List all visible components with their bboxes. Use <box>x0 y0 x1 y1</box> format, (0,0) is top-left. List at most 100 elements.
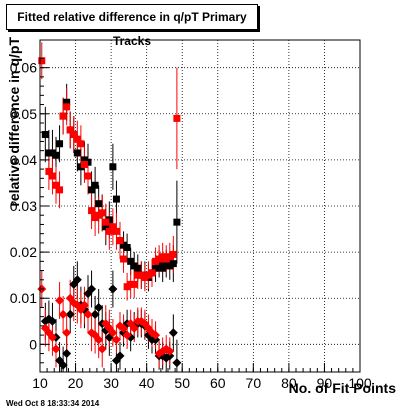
square-marker <box>162 260 170 268</box>
square-marker <box>80 161 88 168</box>
square-marker <box>120 241 128 249</box>
diamond-marker <box>97 344 107 354</box>
square-marker <box>112 227 120 235</box>
square-marker <box>88 207 96 215</box>
x-tick-label: 30 <box>103 375 119 391</box>
y-tick-label: 0.05 <box>10 106 37 122</box>
square-marker <box>120 255 128 263</box>
diamond-marker <box>115 351 125 361</box>
square-marker <box>109 163 117 171</box>
square-marker <box>116 237 124 245</box>
diamond-marker <box>108 328 118 338</box>
square-marker <box>73 149 81 157</box>
square-marker <box>130 262 138 270</box>
square-marker <box>166 253 174 261</box>
square-marker <box>63 98 71 106</box>
square-marker <box>152 257 160 265</box>
square-marker <box>173 114 181 122</box>
diamond-marker <box>94 335 104 345</box>
square-marker <box>91 181 99 189</box>
diamond-marker <box>79 300 89 310</box>
diamond-marker <box>47 316 57 326</box>
square-marker <box>155 255 163 263</box>
square-marker <box>127 257 135 265</box>
square-marker <box>98 209 106 217</box>
square-marker <box>134 264 142 272</box>
diamond-marker <box>122 330 132 340</box>
square-marker <box>102 223 110 231</box>
diamond-marker <box>90 309 100 319</box>
diamond-marker <box>168 328 178 338</box>
diamond-marker <box>129 323 139 333</box>
timestamp: Wed Oct 8 18:33:34 2014 <box>6 399 100 408</box>
diamond-marker <box>87 284 97 294</box>
square-marker <box>59 112 67 120</box>
diamond-marker <box>65 309 75 319</box>
diamond-marker <box>58 309 68 319</box>
x-tick-label: 70 <box>246 375 262 391</box>
x-axis-label: No. of Fit Points <box>289 380 397 396</box>
y-tick-label: 0.03 <box>10 198 37 214</box>
x-tick-label: 100 <box>348 375 372 391</box>
diamond-marker <box>165 346 175 356</box>
x-tick-label: 20 <box>68 375 84 391</box>
axis-ticks <box>39 57 361 372</box>
square-marker <box>155 260 163 268</box>
y-tick-label: 0.06 <box>10 60 37 76</box>
diamond-marker <box>165 351 175 361</box>
square-marker <box>123 244 131 251</box>
square-marker <box>102 218 110 226</box>
square-marker <box>38 57 46 65</box>
x-tick-label: 90 <box>317 375 333 391</box>
square-marker <box>105 227 113 235</box>
square-marker <box>130 280 138 288</box>
square-marker <box>77 163 85 171</box>
square-marker <box>56 186 64 194</box>
diamond-marker <box>51 344 61 354</box>
square-marker <box>95 211 103 219</box>
square-marker <box>137 271 145 279</box>
square-marker <box>123 283 131 291</box>
square-marker <box>95 200 103 208</box>
square-marker <box>144 271 152 279</box>
y-tick-label: 0 <box>29 336 37 352</box>
square-marker <box>109 223 117 231</box>
square-marker <box>169 250 177 258</box>
square-marker <box>70 131 78 139</box>
square-marker <box>56 140 64 148</box>
diamond-marker <box>72 275 82 285</box>
square-marker <box>77 140 85 148</box>
diamond-marker <box>108 284 118 294</box>
square-marker <box>91 214 99 222</box>
square-marker <box>80 156 88 164</box>
y-tick-label: 0.01 <box>10 290 37 306</box>
grid-lines <box>40 40 360 372</box>
square-marker <box>169 260 177 268</box>
diamond-marker <box>58 360 68 370</box>
square-marker <box>48 149 56 157</box>
diamond-marker <box>83 309 93 319</box>
square-marker <box>105 216 113 224</box>
diamond-marker <box>94 302 104 312</box>
square-marker <box>48 172 56 180</box>
data-markers <box>37 57 182 370</box>
x-tick-label: 80 <box>281 375 297 391</box>
diamond-marker <box>111 335 121 345</box>
diamond-marker <box>151 330 161 340</box>
square-marker <box>45 167 53 175</box>
chart-title: Fitted relative difference in q/pT Prima… <box>6 4 258 48</box>
x-tick-label: 10 <box>32 375 48 391</box>
diamond-marker <box>119 323 129 333</box>
square-marker <box>127 280 135 288</box>
square-marker <box>45 149 53 157</box>
y-tick-label: 0.04 <box>10 152 37 168</box>
square-marker <box>63 103 71 111</box>
square-marker <box>159 253 167 261</box>
square-marker <box>148 269 156 277</box>
error-bars <box>41 42 178 372</box>
diamond-marker <box>62 349 72 359</box>
x-tick-label: 50 <box>174 375 190 391</box>
square-marker <box>73 135 81 143</box>
square-marker <box>173 218 181 226</box>
square-marker <box>159 264 167 272</box>
